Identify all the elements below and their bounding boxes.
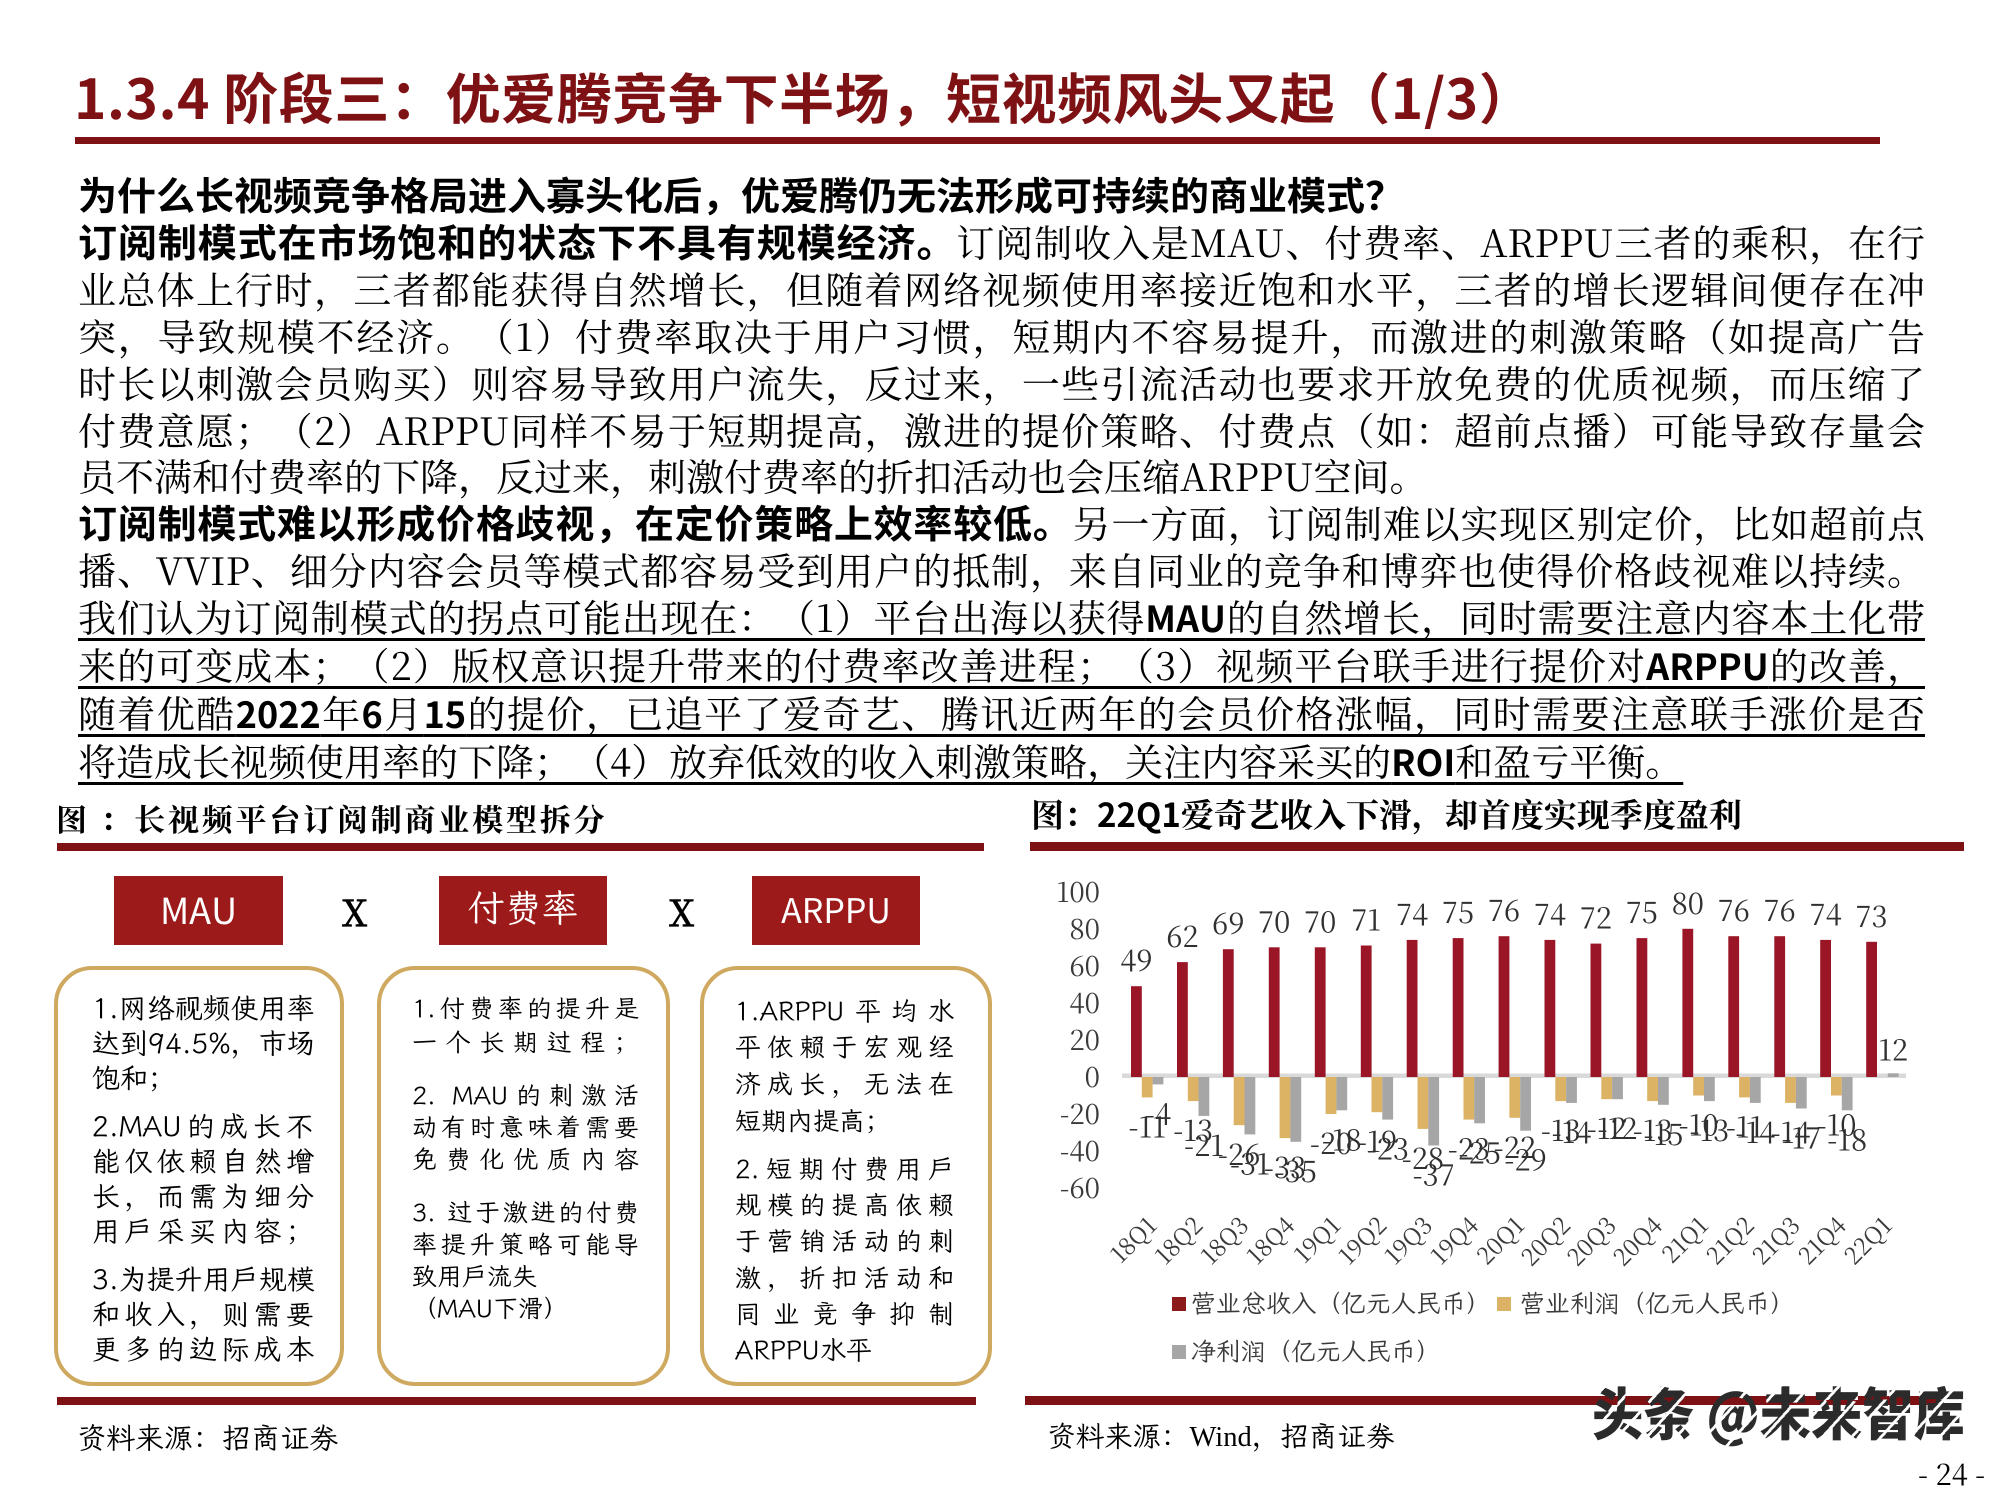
svg-text:-10: -10 bbox=[1679, 1104, 1719, 1145]
svg-text:-29: -29 bbox=[1504, 1139, 1547, 1180]
svg-text:-11: -11 bbox=[1726, 1105, 1763, 1146]
svg-text:75: 75 bbox=[1626, 891, 1658, 932]
svg-text:74: 74 bbox=[1396, 893, 1428, 934]
svg-text:76: 76 bbox=[1488, 889, 1520, 930]
svg-text:76: 76 bbox=[1718, 889, 1750, 930]
svg-text:-18: -18 bbox=[1827, 1118, 1867, 1159]
svg-text:-17: -17 bbox=[1781, 1117, 1821, 1158]
svg-text:-4: -4 bbox=[1145, 1092, 1171, 1133]
svg-text:75: 75 bbox=[1442, 891, 1474, 932]
svg-text:76: 76 bbox=[1764, 889, 1796, 930]
svg-text:-23: -23 bbox=[1367, 1128, 1409, 1169]
svg-text:-20: -20 bbox=[1310, 1122, 1352, 1163]
svg-text:-12: -12 bbox=[1598, 1107, 1638, 1148]
svg-text:100: 100 bbox=[1056, 870, 1100, 910]
svg-text:-37: -37 bbox=[1413, 1154, 1455, 1195]
svg-text:-23: -23 bbox=[1448, 1128, 1490, 1169]
svg-text:62: 62 bbox=[1166, 915, 1198, 956]
svg-text:-22: -22 bbox=[1494, 1126, 1536, 1167]
svg-text:-21: -21 bbox=[1184, 1124, 1224, 1165]
svg-text:-31: -31 bbox=[1230, 1142, 1270, 1183]
svg-text:40: 40 bbox=[1069, 981, 1100, 1021]
svg-text:-13: -13 bbox=[1689, 1109, 1729, 1150]
svg-text:0: 0 bbox=[1085, 1055, 1100, 1095]
svg-text:60: 60 bbox=[1069, 944, 1100, 984]
svg-text:70: 70 bbox=[1304, 900, 1336, 941]
svg-text:-11: -11 bbox=[1129, 1105, 1166, 1146]
svg-text:-28: -28 bbox=[1402, 1137, 1444, 1178]
svg-text:20: 20 bbox=[1069, 1018, 1100, 1058]
svg-text:49: 49 bbox=[1120, 939, 1152, 980]
svg-text:-26: -26 bbox=[1218, 1133, 1260, 1174]
svg-text:-13: -13 bbox=[1633, 1109, 1673, 1150]
svg-text:74: 74 bbox=[1810, 893, 1842, 934]
svg-text:-15: -15 bbox=[1644, 1113, 1684, 1154]
svg-text:73: 73 bbox=[1856, 895, 1888, 936]
svg-text:74: 74 bbox=[1534, 893, 1566, 934]
svg-text:80: 80 bbox=[1069, 907, 1100, 947]
svg-text:-20: -20 bbox=[1060, 1092, 1100, 1132]
svg-text:-14: -14 bbox=[1771, 1111, 1811, 1152]
svg-text:-25: -25 bbox=[1458, 1131, 1500, 1172]
svg-text:-14: -14 bbox=[1552, 1111, 1592, 1152]
svg-text:-12: -12 bbox=[1587, 1107, 1627, 1148]
svg-text:80: 80 bbox=[1672, 882, 1704, 923]
svg-text:22Q1: 22Q1 bbox=[1835, 1208, 1898, 1271]
svg-text:71: 71 bbox=[1351, 899, 1381, 940]
svg-text:70: 70 bbox=[1258, 900, 1290, 941]
svg-text:12: 12 bbox=[1878, 1028, 1908, 1069]
svg-text:-13: -13 bbox=[1173, 1109, 1213, 1150]
svg-text:-19: -19 bbox=[1357, 1120, 1397, 1161]
svg-text:-10: -10 bbox=[1817, 1104, 1857, 1145]
svg-text:-35: -35 bbox=[1275, 1150, 1317, 1191]
svg-text:-40: -40 bbox=[1060, 1129, 1100, 1169]
svg-text:-18: -18 bbox=[1322, 1118, 1362, 1159]
svg-text:-60: -60 bbox=[1060, 1166, 1100, 1206]
svg-text:-14: -14 bbox=[1735, 1111, 1775, 1152]
svg-text:-33: -33 bbox=[1264, 1146, 1306, 1187]
svg-text:72: 72 bbox=[1580, 897, 1612, 938]
svg-text:-13: -13 bbox=[1541, 1109, 1581, 1150]
svg-text:69: 69 bbox=[1212, 902, 1244, 943]
